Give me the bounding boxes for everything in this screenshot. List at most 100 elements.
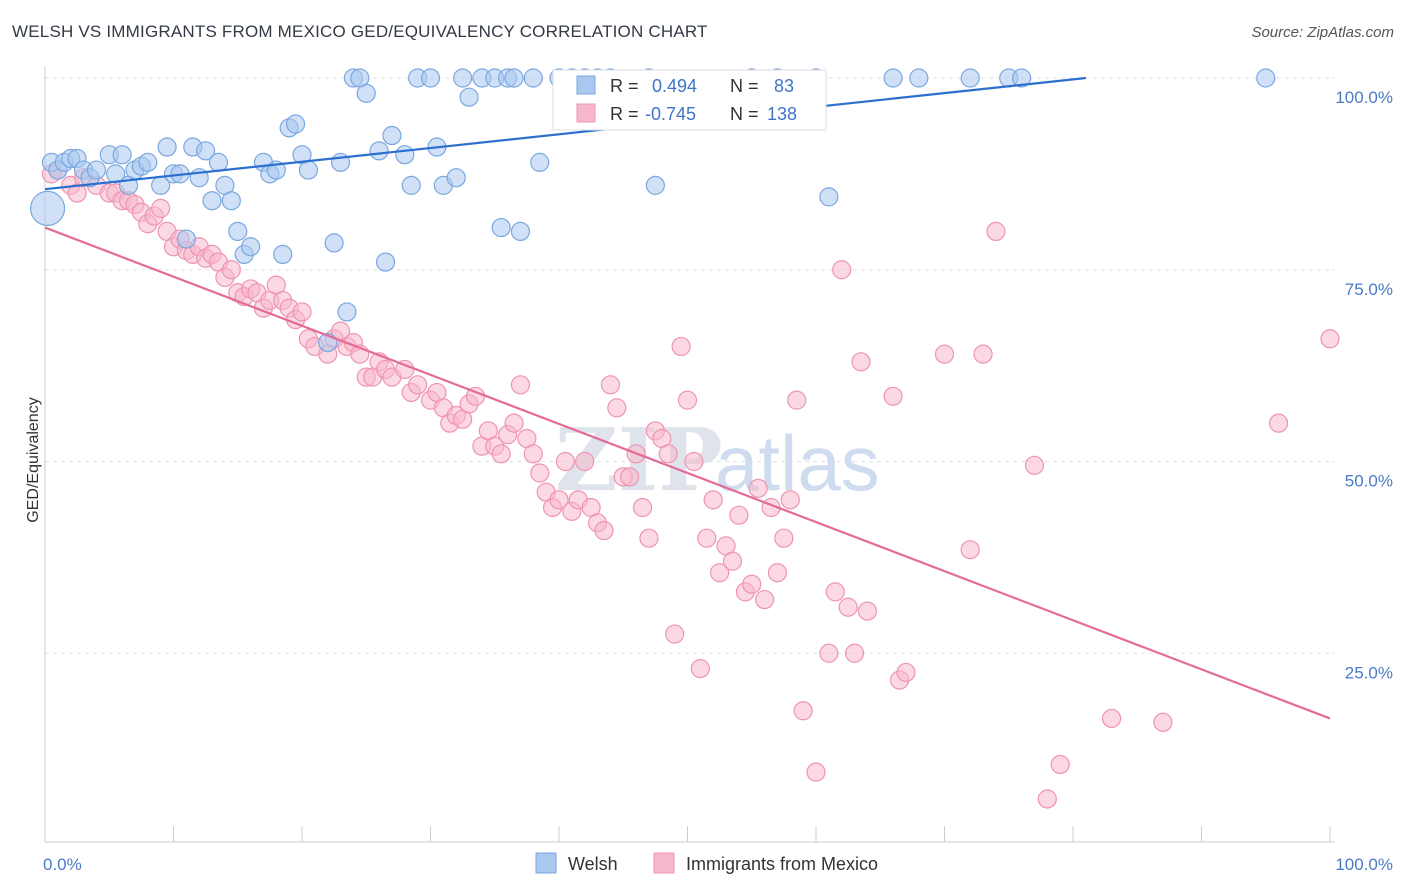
mexico-point <box>754 589 775 610</box>
mexico-point <box>710 563 730 583</box>
mexico-point <box>408 375 428 395</box>
welsh-point <box>459 87 479 107</box>
watermark-atlas: atlas <box>715 419 880 507</box>
welsh-point <box>1256 68 1276 88</box>
welsh-point <box>138 152 158 172</box>
mexico-point <box>1153 712 1173 732</box>
mexico-point <box>1037 789 1057 809</box>
mexico-point <box>523 444 543 464</box>
y-tick-label-75: 75.0% <box>1345 280 1393 299</box>
mexico-point <box>620 467 640 487</box>
welsh-point <box>106 164 126 184</box>
welsh-point <box>337 302 357 322</box>
welsh-point <box>909 68 929 88</box>
welsh-point <box>356 83 376 103</box>
mexico-point <box>742 574 762 594</box>
welsh-point <box>420 68 441 88</box>
welsh-point <box>523 68 543 88</box>
mexico-point <box>819 643 839 663</box>
mexico-point <box>748 478 768 498</box>
welsh-legend-swatch <box>576 75 596 95</box>
welsh-point <box>157 137 177 157</box>
mexico-point <box>632 497 653 518</box>
mexico-point <box>1268 413 1289 433</box>
mexico-point <box>934 344 955 364</box>
welsh-point <box>221 191 241 211</box>
mexico-point <box>671 336 691 357</box>
welsh-point <box>208 152 229 172</box>
mexico-points <box>41 160 1340 809</box>
welsh-r-label: R = <box>610 76 639 96</box>
welsh-point <box>202 191 222 211</box>
bottom-legend-mexico: Immigrants from Mexico <box>686 854 878 874</box>
mexico-point <box>838 597 858 617</box>
welsh-point <box>504 68 524 88</box>
mexico-point <box>684 451 704 472</box>
welsh-n-label: N = <box>730 76 759 96</box>
stats-legend-box <box>552 69 827 131</box>
mexico-point <box>504 413 524 433</box>
mexico-point <box>832 260 852 280</box>
mexico-point <box>729 505 749 525</box>
bottom-legend-mexico-swatch <box>653 852 675 874</box>
mexico-point <box>844 643 865 663</box>
mexico-point <box>221 260 241 280</box>
mexico-legend-swatch <box>576 103 596 123</box>
welsh-r-value: 0.494 <box>652 76 697 96</box>
welsh-point <box>395 145 415 165</box>
welsh-trend-line <box>44 76 1086 191</box>
mexico-point <box>491 444 511 464</box>
mexico-point <box>767 563 788 583</box>
welsh-n-value: 83 <box>774 76 794 96</box>
mexico-point <box>690 658 710 679</box>
welsh-point <box>86 160 107 180</box>
welsh-point <box>645 175 665 195</box>
welsh-point <box>228 221 248 241</box>
welsh-point <box>510 221 531 241</box>
x-tick-label-min: 0.0% <box>43 855 82 874</box>
welsh-point <box>819 187 839 207</box>
mexico-point <box>793 701 813 721</box>
mexico-n-label: N = <box>730 104 759 124</box>
welsh-point <box>375 252 396 272</box>
y-tick-label-25: 25.0% <box>1345 663 1393 682</box>
mexico-point <box>292 302 312 322</box>
welsh-point <box>112 145 132 165</box>
mexico-point <box>774 528 794 548</box>
x-tick-label-max: 100.0% <box>1335 855 1393 874</box>
mexico-point <box>1024 455 1045 475</box>
mexico-point <box>510 375 531 395</box>
welsh-point <box>491 217 511 238</box>
mexico-point <box>665 624 685 644</box>
welsh-point <box>883 68 903 88</box>
mexico-point <box>575 451 595 472</box>
bottom-legend-welsh-swatch <box>535 852 557 874</box>
mexico-point <box>986 221 1006 241</box>
mexico-point <box>1320 329 1340 349</box>
welsh-point <box>453 68 473 88</box>
mexico-r-label: R = <box>610 104 639 124</box>
mexico-point <box>883 386 903 406</box>
welsh-point <box>446 168 466 188</box>
mexico-point <box>697 528 717 548</box>
welsh-point <box>298 160 319 180</box>
grid-lines <box>45 77 1335 654</box>
welsh-point <box>285 114 306 134</box>
mexico-point <box>639 528 659 548</box>
mexico-point <box>549 490 569 510</box>
mexico-point <box>973 344 993 364</box>
mexico-point <box>151 198 171 218</box>
mexico-point <box>851 352 871 372</box>
welsh-point <box>1011 68 1032 88</box>
y-axis-label: GED/Equivalency <box>25 397 42 522</box>
welsh-point <box>960 68 980 88</box>
mexico-point <box>703 490 723 510</box>
welsh-point <box>324 233 344 253</box>
mexico-point <box>806 762 826 782</box>
y-tick-label-100: 100.0% <box>1335 88 1393 107</box>
source-label: Source: ZipAtlas.com <box>1251 24 1394 41</box>
mexico-point <box>780 490 800 510</box>
welsh-point <box>273 244 293 265</box>
mexico-point <box>857 601 878 621</box>
